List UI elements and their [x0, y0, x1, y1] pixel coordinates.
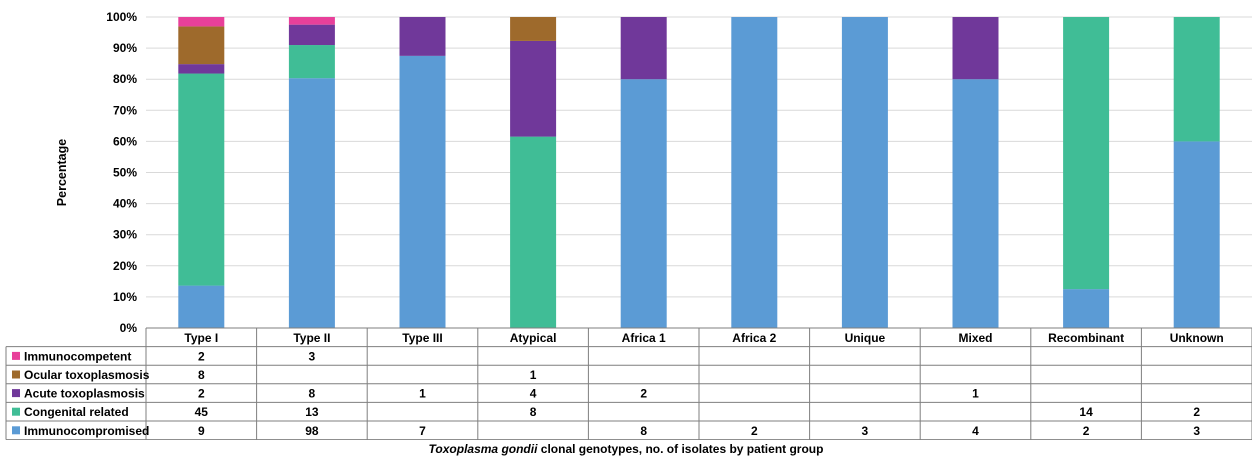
- y-tick-label: 40%: [113, 197, 137, 211]
- data-label: 8: [530, 405, 537, 419]
- legend-label: Immunocompromised: [24, 424, 149, 438]
- bar-segment: [178, 73, 225, 286]
- y-tick-label: 20%: [113, 259, 137, 273]
- x-category-label: Atypical: [510, 331, 557, 345]
- legend-swatch: [12, 407, 20, 416]
- data-label: 4: [972, 424, 979, 438]
- x-category-label: Type III: [402, 331, 442, 345]
- data-label: 2: [1083, 424, 1090, 438]
- bar-segment: [510, 40, 557, 137]
- data-label: 8: [309, 387, 316, 401]
- bar-segment: [288, 17, 335, 25]
- legend-label: Ocular toxoplasmosis: [24, 368, 150, 382]
- bar-segment: [731, 17, 778, 328]
- data-label: 13: [305, 405, 319, 419]
- y-axis: 0% 10% 20% 30% 40% 50% 60% 70% 80% 90% 100%: [106, 10, 137, 335]
- data-label: 2: [1193, 405, 1200, 419]
- stacked-bar-chart: 0% 10% 20% 30% 40% 50% 60% 70% 80% 90% 100% Percen…: [5, 10, 1252, 440]
- x-axis-title-rest: clonal genotypes, no. of isolates by pat…: [537, 442, 824, 456]
- legend-swatch: [12, 370, 20, 379]
- bar-segment: [288, 78, 335, 328]
- legend-label: Acute toxoplasmosis: [24, 387, 145, 401]
- bar-segment: [620, 17, 667, 80]
- data-label: 14: [1079, 405, 1093, 419]
- data-label: 3: [1193, 424, 1200, 438]
- y-tick-label: 0%: [120, 321, 138, 335]
- data-label: 8: [198, 368, 205, 382]
- bar-segment: [288, 45, 335, 79]
- bar-segment: [510, 17, 557, 41]
- data-label: 7: [419, 424, 426, 438]
- bar-segment: [620, 79, 667, 328]
- bar-segment: [399, 17, 446, 56]
- y-tick-label: 60%: [113, 134, 137, 148]
- bar-segment: [399, 55, 446, 328]
- x-category-label: Mixed: [958, 331, 992, 345]
- y-tick-label: 100%: [106, 10, 137, 24]
- x-category-label: Unknown: [1170, 331, 1224, 345]
- data-label: 45: [195, 405, 209, 419]
- x-category-label: Type II: [293, 331, 330, 345]
- x-category-label: Africa 1: [622, 331, 666, 345]
- legend-swatch: [12, 389, 20, 398]
- bar-segment: [952, 79, 999, 328]
- bars: [178, 17, 1220, 328]
- bar-segment: [1173, 17, 1220, 142]
- y-tick-label: 70%: [113, 103, 137, 117]
- bar-segment: [510, 136, 557, 328]
- bar-segment: [178, 285, 225, 328]
- bar-segment: [178, 17, 225, 27]
- x-category-label: Unique: [845, 331, 886, 345]
- data-label: 1: [530, 368, 537, 382]
- data-label: 2: [751, 424, 758, 438]
- legend-label: Congenital related: [24, 405, 129, 419]
- bar-segment: [841, 17, 888, 328]
- data-label: 2: [640, 387, 647, 401]
- data-label: 98: [305, 424, 319, 438]
- y-axis-label: Percentage: [55, 139, 69, 206]
- x-category-label: Africa 2: [732, 331, 776, 345]
- x-axis-title: Toxoplasma gondii clonal genotypes, no. …: [0, 442, 1252, 456]
- data-label: 1: [972, 387, 979, 401]
- bar-segment: [1063, 289, 1110, 328]
- y-tick-label: 30%: [113, 228, 137, 242]
- bar-segment: [178, 64, 225, 74]
- x-category-label: Recombinant: [1048, 331, 1124, 345]
- y-tick-label: 80%: [113, 72, 137, 86]
- legend-swatch: [12, 351, 20, 360]
- data-label: 1: [419, 387, 426, 401]
- x-axis-title-italic: Toxoplasma gondii: [428, 442, 538, 456]
- bar-segment: [288, 24, 335, 46]
- legend-swatch: [12, 426, 20, 435]
- data-label: 4: [530, 387, 537, 401]
- y-tick-label: 10%: [113, 290, 137, 304]
- data-label: 2: [198, 387, 205, 401]
- data-label: 3: [309, 349, 316, 363]
- bar-segment: [952, 17, 999, 80]
- data-table: Type I Type II Type III Atypical Africa 1 Afr…: [5, 327, 1252, 440]
- y-tick-label: 50%: [113, 166, 137, 180]
- y-tick-label: 90%: [113, 41, 137, 55]
- data-label: 3: [862, 424, 869, 438]
- legend-label: Immunocompetent: [24, 349, 131, 363]
- bar-segment: [178, 26, 225, 65]
- bar-segment: [1173, 141, 1220, 328]
- data-label: 2: [198, 349, 205, 363]
- data-label: 9: [198, 424, 205, 438]
- data-label: 8: [640, 424, 647, 438]
- bar-segment: [1063, 17, 1110, 290]
- x-category-label: Type I: [184, 331, 218, 345]
